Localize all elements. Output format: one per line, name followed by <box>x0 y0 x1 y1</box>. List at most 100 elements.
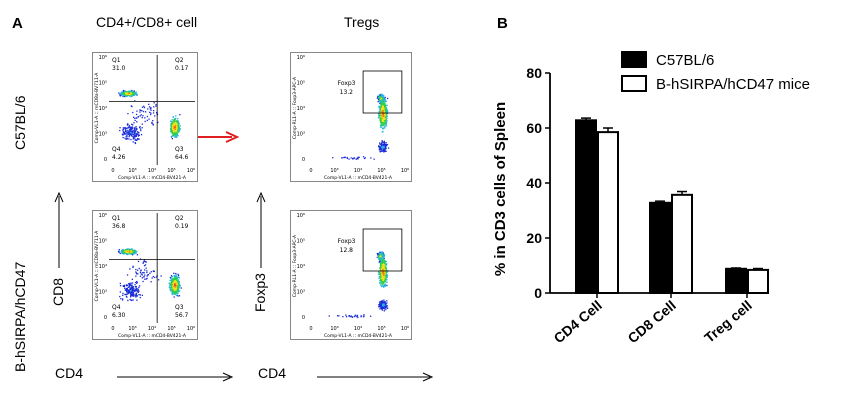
foxp3-gate <box>362 70 403 114</box>
y-tick-label: 10⁵ <box>99 239 107 245</box>
facs-x-axis-title: Comp-VL1-A :: mCD4-BV421-A <box>324 175 393 181</box>
x-tick-label: 10³ <box>128 326 136 332</box>
x-tick-label: 10⁶ <box>401 168 409 174</box>
legend-swatch <box>621 51 647 68</box>
bar-2-1 <box>747 268 769 294</box>
quadrant-name-q4: Q4 <box>112 304 121 311</box>
bar-0-1 <box>597 131 619 294</box>
panel-a-letter: A <box>12 15 23 32</box>
y-tick-label: 10³ <box>99 290 107 296</box>
y-tick-label: 10⁶ <box>297 55 305 61</box>
y-tick-label: 10⁴ <box>297 264 305 270</box>
y-tick-label: 10⁵ <box>297 239 305 245</box>
quadrant-name-q4: Q4 <box>112 146 121 153</box>
facs-dots <box>117 248 182 302</box>
y-axis-label: % in CD3 cells of Spleen <box>492 102 509 276</box>
col-title-tregs: Tregs <box>344 14 380 30</box>
x-tick-label: 10⁵ <box>377 168 385 174</box>
y-tick-label: 10⁶ <box>99 55 107 61</box>
facs-plot-c57-cd4cd8: 0 10³ 10⁴ 10⁵ 10⁶ 10⁶ 10⁵ 10⁴ 10³ 0 Comp-VL1-A :: … <box>92 52 198 182</box>
bar-1-1 <box>671 193 693 294</box>
x-tick-label: Treg cell <box>701 297 755 346</box>
legend-swatch <box>621 75 647 92</box>
cd4-axis-arrow-left <box>117 372 234 382</box>
gate-name: Foxp3 <box>338 238 356 245</box>
x-tick-label: 0 <box>111 326 114 332</box>
axis-label-cd4-left: CD4 <box>55 365 84 381</box>
cd8-axis-arrow <box>54 191 64 268</box>
facs-dots <box>118 89 182 145</box>
y-tick-label: 0 <box>534 285 542 301</box>
red-arrow <box>196 131 240 143</box>
gate-name: Foxp3 <box>338 80 356 87</box>
quadrant-value-q2: 0.17 <box>175 65 189 72</box>
facs-dots <box>332 93 390 160</box>
bar-2-0 <box>725 267 747 294</box>
legend-label: B-hSIRPA/hCD47 mice <box>656 76 810 93</box>
quadrant-name-q3: Q3 <box>175 146 184 153</box>
y-tick-label: 10³ <box>99 132 107 138</box>
x-tick-label: 10⁴ <box>354 168 362 174</box>
y-tick-label: 10⁵ <box>297 81 305 87</box>
quadrant-name-q2: Q2 <box>175 215 184 222</box>
x-tick-label: 10⁴ <box>148 326 156 332</box>
bar-1-0 <box>649 201 671 294</box>
x-tick-label: 10⁵ <box>377 326 385 332</box>
facs-x-axis-title: Comp-VL1-A :: mCD4-BV421-A <box>118 333 187 339</box>
y-tick-label: 10⁴ <box>297 106 305 112</box>
gate-value: 13.2 <box>340 89 354 96</box>
x-tick-label: 0 <box>309 168 312 174</box>
facs-plot-hsirpa-treg: 0 10³ 10⁴ 10⁵ 10⁶ 10⁶ 10⁵ 10⁴ 10³ 0 Comp-VL1-A :: … <box>290 210 412 340</box>
y-tick-label: 20 <box>526 230 542 246</box>
x-tick-label: CD8 Cell <box>625 297 679 346</box>
y-tick-label: 10³ <box>297 132 305 138</box>
row-label-c57: C57BL/6 <box>12 95 28 150</box>
facs-y-axis-title: Comp-VL1-A :: mCD8a-BV711-A <box>94 230 100 302</box>
facs-x-axis-title: Comp-VL1-A :: mCD4-BV421-A <box>324 333 393 339</box>
y-tick-label: 0 <box>104 157 107 163</box>
x-tick-label: 10⁴ <box>148 168 156 174</box>
x-tick-label: 10⁶ <box>401 326 409 332</box>
row-label-hsirpa: B-hSIRPA/hCD47 <box>12 261 28 372</box>
facs-plot-c57-treg: 0 10³ 10⁴ 10⁵ 10⁶ 10⁶ 10⁵ 10⁴ 10³ 0 Comp-VL1-A :: … <box>290 52 412 182</box>
facs-x-axis-title: Comp-VL1-A :: mCD4-BV421-A <box>118 175 187 181</box>
quadrant-value-q2: 0.19 <box>175 223 189 230</box>
y-tick-label: 10⁴ <box>99 106 107 112</box>
quadrant-value-q4: 6.30 <box>112 312 126 319</box>
facs-dots <box>328 251 389 319</box>
col-title-cd4cd8: CD4+/CD8+ cell <box>96 14 198 30</box>
y-tick-label: 10³ <box>297 290 305 296</box>
axis-label-foxp3: Foxp3 <box>252 273 268 312</box>
y-tick-label: 60 <box>526 120 542 136</box>
y-tick-label: 10⁶ <box>99 213 107 219</box>
x-tick-label: 10⁵ <box>167 326 175 332</box>
bar-0-0 <box>575 119 597 294</box>
y-tick-label: 0 <box>302 157 305 163</box>
x-tick-label: 10³ <box>330 168 338 174</box>
y-tick-label: 0 <box>302 315 305 321</box>
quadrant-value-q4: 4.26 <box>112 154 126 161</box>
x-tick-label: 0 <box>309 326 312 332</box>
bar-chart: 0 20 40 60 80 % in CD3 cells of Spleen CD4 Cel… <box>492 51 810 346</box>
x-tick-label: 10⁶ <box>187 326 195 332</box>
axis-label-cd4-right: CD4 <box>258 365 287 381</box>
facs-plot-hsirpa-cd4cd8: 0 10³ 10⁴ 10⁵ 10⁶ 10⁶ 10⁵ 10⁴ 10³ 0 Comp-VL1-A :: … <box>92 210 198 340</box>
legend-label: C57BL/6 <box>656 52 714 69</box>
foxp3-gate <box>362 228 403 272</box>
panel-b-letter: B <box>497 15 508 32</box>
x-tick-label: 10³ <box>330 326 338 332</box>
facs-y-axis-title: Comp-VL1-A :: mCD8a-BV711-A <box>94 72 100 144</box>
x-tick-label: 10⁶ <box>187 168 195 174</box>
gate-value: 12.8 <box>340 247 354 254</box>
x-tick-label: 10⁴ <box>354 326 362 332</box>
cd4-axis-arrow-right <box>317 372 434 382</box>
y-tick-label: 10⁶ <box>297 213 305 219</box>
quadrant-value-q3: 56.7 <box>175 312 189 319</box>
x-tick-label: 0 <box>111 168 114 174</box>
quadrant-value-q3: 64.6 <box>175 154 189 161</box>
axis-label-cd8: CD8 <box>50 277 66 306</box>
y-tick-label: 80 <box>526 65 542 81</box>
